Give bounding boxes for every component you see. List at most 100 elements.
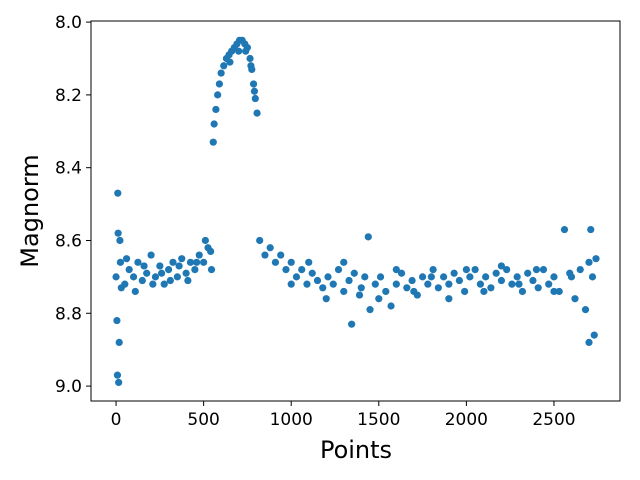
- point: [429, 266, 437, 274]
- point: [434, 284, 442, 292]
- point: [175, 262, 183, 270]
- point: [282, 266, 290, 274]
- point: [550, 273, 558, 281]
- point: [207, 247, 215, 256]
- point: [392, 280, 400, 288]
- point: [319, 284, 327, 292]
- point: [445, 280, 453, 288]
- point: [508, 280, 516, 288]
- point: [166, 276, 174, 285]
- point: [195, 251, 203, 259]
- point: [226, 58, 234, 66]
- point: [539, 266, 548, 274]
- point: [160, 280, 168, 288]
- point: [287, 280, 295, 288]
- point: [497, 262, 506, 270]
- point: [588, 273, 597, 281]
- y-tick-label: 8.6: [55, 231, 82, 251]
- x-tick-label: 2500: [532, 410, 575, 430]
- point: [424, 280, 432, 288]
- point: [256, 236, 264, 245]
- point: [186, 258, 195, 266]
- plot-frame: [90, 20, 621, 402]
- point: [113, 371, 122, 379]
- x-tick-label: 0: [111, 410, 122, 430]
- point: [576, 266, 584, 274]
- point: [125, 266, 133, 274]
- point: [585, 258, 593, 266]
- point: [220, 62, 228, 70]
- point: [303, 280, 311, 288]
- point: [513, 273, 521, 281]
- point: [487, 284, 495, 292]
- point: [149, 280, 157, 288]
- point: [129, 273, 138, 281]
- point: [251, 94, 259, 103]
- point: [348, 320, 356, 328]
- point: [550, 287, 558, 296]
- point: [201, 236, 209, 245]
- point: [418, 273, 427, 281]
- point: [340, 287, 348, 296]
- point: [116, 236, 124, 245]
- point: [450, 269, 458, 277]
- x-tick-label: 1500: [357, 410, 400, 430]
- point: [131, 287, 139, 296]
- point: [382, 287, 390, 296]
- point: [366, 306, 374, 314]
- point: [215, 80, 223, 88]
- point: [340, 258, 348, 266]
- point: [253, 109, 261, 117]
- point: [112, 273, 120, 281]
- point: [408, 276, 416, 285]
- point: [114, 229, 122, 237]
- point: [376, 273, 385, 281]
- x-tick-label: 2000: [445, 410, 488, 430]
- point: [140, 262, 148, 270]
- point: [292, 273, 301, 281]
- point: [184, 276, 192, 285]
- point: [287, 258, 295, 266]
- point: [250, 87, 259, 95]
- point: [581, 306, 590, 314]
- y-tick-label: 9.0: [55, 377, 82, 397]
- point: [329, 280, 337, 288]
- point: [445, 295, 453, 303]
- point: [592, 255, 600, 263]
- point: [271, 258, 280, 266]
- point: [497, 276, 506, 285]
- point: [117, 284, 125, 292]
- point: [571, 295, 579, 303]
- point: [164, 266, 173, 274]
- point: [122, 255, 131, 263]
- y-tick-label: 8.4: [55, 159, 82, 179]
- point: [567, 273, 576, 281]
- point: [461, 287, 469, 296]
- point: [357, 284, 365, 292]
- point: [590, 331, 598, 339]
- point: [334, 266, 343, 274]
- point: [308, 269, 316, 277]
- point: [322, 295, 330, 303]
- point: [524, 269, 532, 277]
- x-tick-label: 500: [187, 410, 219, 430]
- point: [462, 266, 470, 274]
- point: [114, 189, 122, 197]
- point: [345, 276, 353, 285]
- point: [555, 287, 563, 296]
- point: [455, 276, 463, 285]
- point: [247, 62, 255, 70]
- point: [115, 338, 123, 346]
- point: [173, 273, 181, 281]
- point: [277, 251, 285, 259]
- point: [587, 225, 595, 234]
- point: [375, 295, 383, 303]
- point: [138, 276, 146, 285]
- point: [440, 273, 448, 281]
- point: [364, 233, 372, 241]
- point: [242, 47, 250, 55]
- point: [182, 269, 190, 277]
- x-axis-label: Points: [320, 436, 392, 464]
- point: [503, 266, 511, 274]
- point: [482, 273, 490, 281]
